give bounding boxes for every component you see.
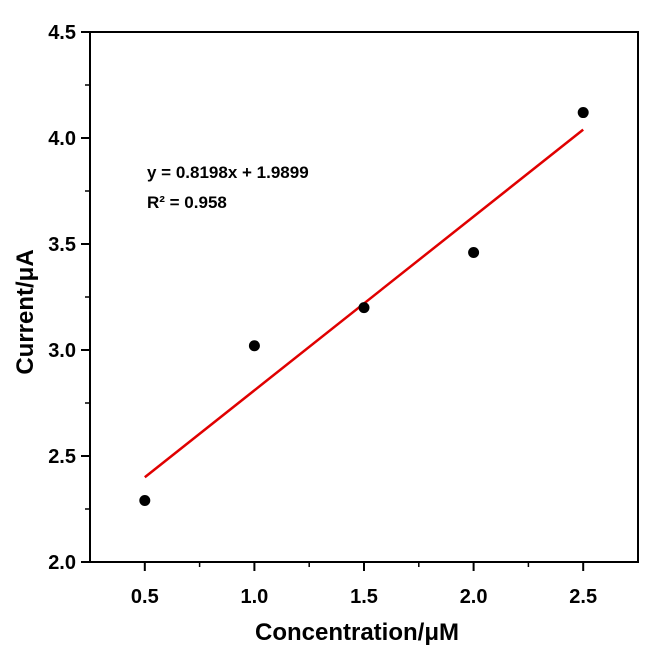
- y-tick-label: 4.0: [48, 128, 76, 150]
- y-axis-title: Current/μA: [12, 249, 39, 374]
- y-tick-label: 2.0: [48, 552, 76, 574]
- data-points-layer: [139, 107, 589, 507]
- data-point: [248, 340, 260, 352]
- y-tick-label: 3.5: [48, 234, 76, 256]
- equation-annotation: y = 0.8198x + 1.9899: [147, 163, 309, 182]
- x-tick-label: 0.5: [131, 586, 159, 608]
- x-tick-label: 1.5: [350, 586, 378, 608]
- y-tick-label: 2.5: [48, 446, 76, 468]
- data-point: [577, 107, 589, 119]
- x-tick-label: 2.0: [460, 586, 488, 608]
- y-tick-label: 3.0: [48, 340, 76, 362]
- r-squared-annotation: R² = 0.958: [147, 193, 227, 212]
- y-axis-ticks: 2.0 2.5 3.0 3.5 4.0 4.5: [48, 22, 90, 574]
- x-tick-label: 2.5: [569, 586, 597, 608]
- data-point: [468, 246, 480, 258]
- x-tick-label: 1.0: [240, 586, 268, 608]
- data-point: [358, 302, 370, 314]
- plot-frame: [89, 31, 639, 563]
- x-axis-ticks: 0.5 1.0 1.5 2.0 2.5: [131, 562, 597, 608]
- y-tick-label: 4.5: [48, 22, 76, 44]
- data-point: [139, 495, 151, 507]
- x-axis-title: Concentration/μM: [255, 619, 459, 646]
